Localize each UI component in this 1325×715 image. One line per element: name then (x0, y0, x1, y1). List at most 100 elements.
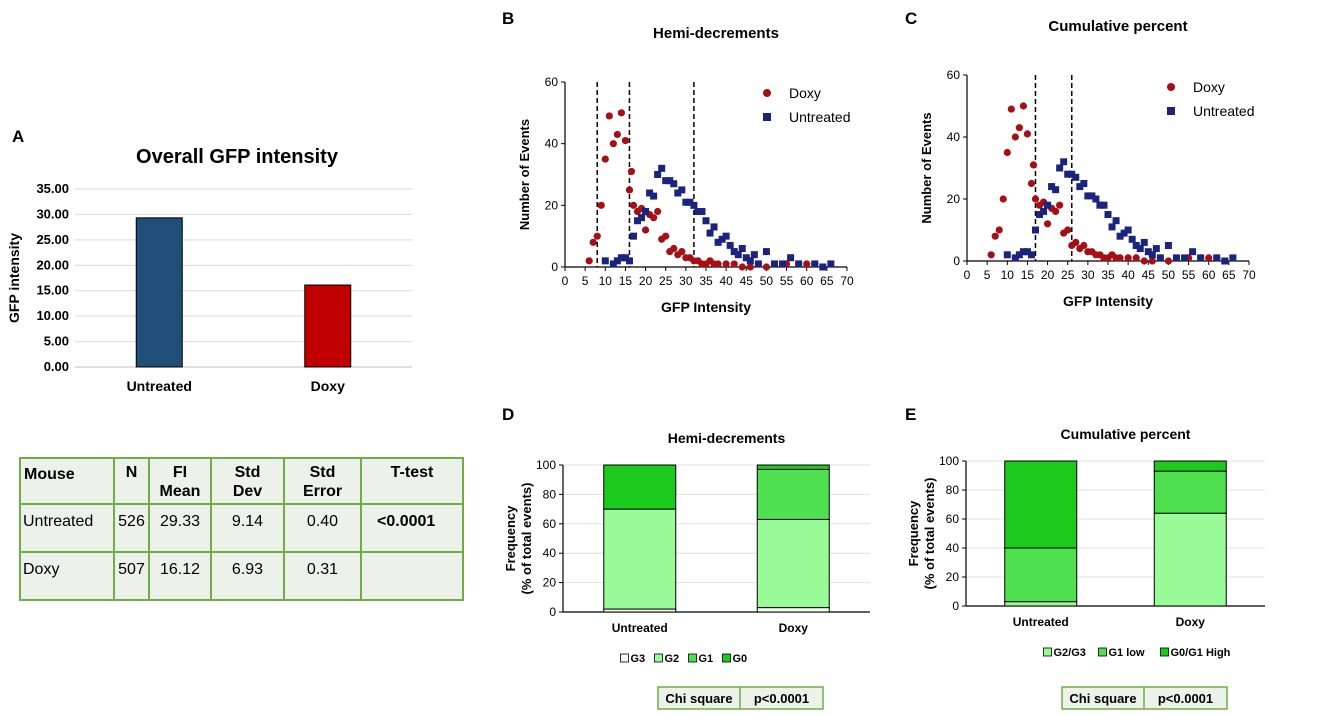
point-doxy (625, 186, 634, 194)
point-doxy (1056, 201, 1064, 209)
y-tick-label: 60 (947, 68, 961, 82)
point-untreated (787, 254, 795, 262)
y-tick-label: 60 (543, 517, 557, 531)
y-axis-label: Frequency (906, 500, 921, 567)
table-cell: 9.14 (232, 513, 263, 530)
bar-segment-g2 (603, 508, 677, 610)
point-doxy (738, 263, 746, 271)
point-untreated (613, 257, 621, 265)
point-doxy (601, 155, 609, 163)
y-axis-label: Number of Events (517, 119, 532, 230)
bar-segment-g2 (756, 518, 830, 609)
point-doxy (585, 257, 593, 265)
point-untreated (1088, 192, 1096, 200)
point-untreated (654, 171, 662, 178)
point-doxy (1029, 161, 1038, 169)
point-untreated (1031, 226, 1039, 234)
point-untreated (819, 263, 827, 271)
point-doxy (593, 232, 601, 240)
point-untreated (1136, 245, 1144, 253)
point-untreated (1172, 254, 1180, 262)
x-tick-label: 65 (820, 274, 834, 288)
point-untreated (770, 260, 778, 268)
point-untreated (754, 260, 762, 268)
bar-segment-g2-g3 (1153, 512, 1227, 607)
point-untreated (702, 217, 710, 225)
x-category-label: Doxy (311, 378, 345, 394)
point-untreated (1108, 223, 1116, 231)
point-untreated (658, 164, 666, 172)
point-untreated (1060, 158, 1068, 166)
point-untreated (827, 260, 835, 268)
point-untreated (1213, 254, 1221, 262)
y-tick-label: 0 (952, 599, 959, 613)
point-untreated (738, 245, 746, 252)
point-untreated (678, 186, 686, 194)
point-doxy (1124, 254, 1132, 262)
point-doxy (714, 260, 722, 268)
x-tick-label: 35 (1101, 268, 1115, 282)
point-untreated (629, 232, 637, 240)
point-untreated (746, 257, 754, 265)
point-untreated (710, 223, 718, 231)
chart-title-d: Hemi-decrements (668, 430, 786, 446)
legend-marker-doxy (1167, 83, 1175, 91)
panel-letter-d: D (502, 405, 514, 424)
bar-segment-g1-low (1153, 470, 1227, 514)
point-untreated (1156, 254, 1164, 262)
y-axis-label: (% of total events) (922, 478, 937, 590)
point-doxy (641, 226, 650, 234)
point-untreated (1104, 211, 1112, 218)
table-cell: Untreated (23, 513, 93, 530)
point-untreated (706, 229, 714, 237)
point-untreated (1027, 251, 1035, 259)
point-untreated (1076, 183, 1084, 191)
y-tick-label: 0 (953, 254, 960, 268)
panel-letter-c: C (905, 9, 917, 28)
chart-title-a: Overall GFP intensity (136, 146, 339, 168)
y-axis-label: GFP intensity (6, 233, 22, 323)
x-category-label: Doxy (1176, 615, 1206, 629)
point-untreated (1056, 164, 1064, 172)
y-tick-label: 15.00 (36, 283, 69, 298)
point-untreated (601, 257, 609, 265)
chi-square-value: p<0.0001 (1158, 691, 1213, 706)
point-untreated (1068, 170, 1076, 178)
y-tick-label: 40 (543, 546, 557, 560)
y-axis-label: (% of total events) (519, 483, 534, 595)
chart-title-c: Cumulative percent (1048, 18, 1187, 35)
x-category-label: Untreated (127, 378, 192, 394)
point-untreated (1189, 248, 1197, 256)
chi-square-value: p<0.0001 (754, 691, 809, 706)
x-tick-label: 55 (780, 274, 794, 288)
x-tick-label: 70 (1242, 268, 1256, 282)
point-doxy (722, 260, 730, 268)
bar-segment-g3 (756, 607, 830, 613)
bar-segment-g0-g1-high (1153, 460, 1227, 472)
point-untreated (621, 254, 629, 262)
table-header-cell: Std Dev (233, 464, 262, 500)
x-tick-label: 20 (639, 274, 653, 288)
point-untreated (1011, 254, 1019, 262)
point-doxy (650, 214, 658, 222)
point-untreated (1164, 242, 1172, 249)
x-category-label: Doxy (779, 621, 809, 635)
point-untreated (795, 260, 803, 268)
point-doxy (1043, 220, 1052, 228)
point-untreated (634, 217, 642, 225)
point-untreated (1052, 186, 1060, 194)
point-untreated (642, 208, 650, 215)
x-tick-label: 30 (1081, 268, 1095, 282)
y-tick-label: 60 (545, 75, 559, 89)
point-untreated (742, 254, 750, 262)
table-cell: 507 (118, 561, 145, 578)
x-tick-label: 10 (1001, 268, 1015, 282)
y-tick-label: 0 (549, 605, 556, 619)
point-doxy (1116, 254, 1124, 262)
legend-swatch-g3 (620, 653, 629, 663)
x-tick-label: 50 (1162, 268, 1176, 282)
table-cell: 6.93 (232, 561, 263, 578)
point-untreated (662, 177, 670, 185)
point-untreated (1044, 201, 1052, 209)
